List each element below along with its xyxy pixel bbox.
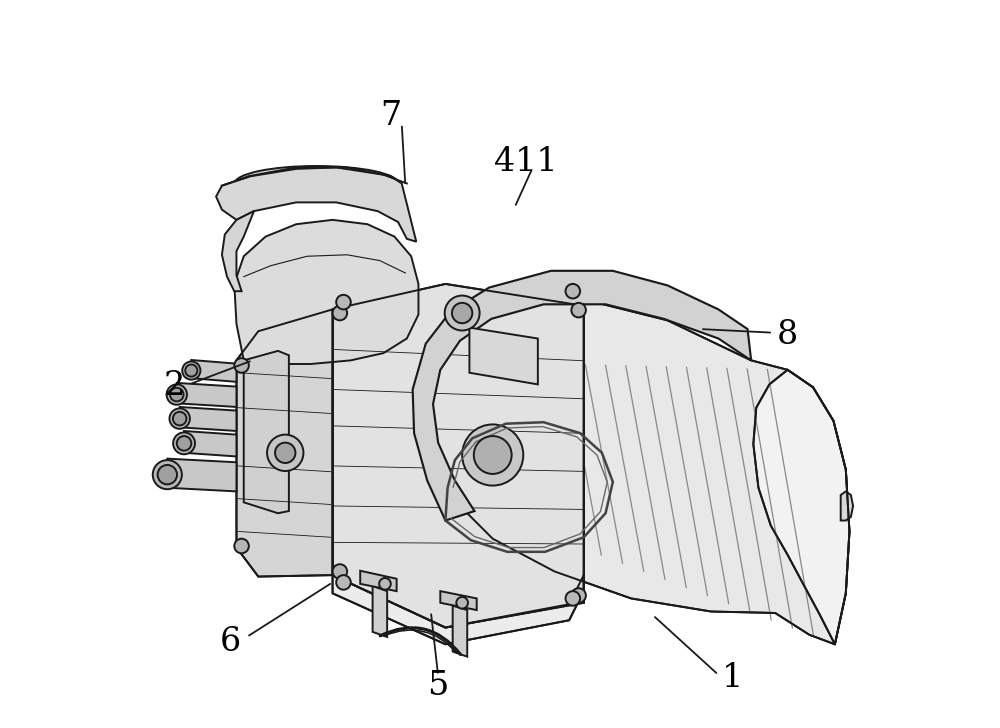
FancyArrowPatch shape xyxy=(384,630,457,653)
Polygon shape xyxy=(184,431,236,456)
Circle shape xyxy=(456,597,468,609)
Polygon shape xyxy=(333,575,584,644)
Circle shape xyxy=(333,306,347,320)
Circle shape xyxy=(169,408,190,429)
Ellipse shape xyxy=(235,166,398,201)
Circle shape xyxy=(333,564,347,579)
Polygon shape xyxy=(753,370,849,644)
Polygon shape xyxy=(236,309,333,577)
Circle shape xyxy=(336,295,351,309)
Polygon shape xyxy=(234,220,418,364)
Circle shape xyxy=(571,303,586,317)
Text: 2: 2 xyxy=(163,370,184,402)
Polygon shape xyxy=(453,606,467,657)
Circle shape xyxy=(153,460,182,489)
Circle shape xyxy=(267,435,303,471)
Polygon shape xyxy=(841,491,853,521)
Text: 7: 7 xyxy=(380,100,401,132)
Polygon shape xyxy=(244,351,289,513)
Polygon shape xyxy=(469,328,538,384)
Circle shape xyxy=(336,575,351,590)
Circle shape xyxy=(173,412,186,425)
Polygon shape xyxy=(373,586,387,637)
Text: 411: 411 xyxy=(494,146,557,178)
Polygon shape xyxy=(167,459,236,491)
Polygon shape xyxy=(222,211,254,291)
Text: 5: 5 xyxy=(427,670,449,702)
Polygon shape xyxy=(191,360,236,381)
Circle shape xyxy=(234,539,249,553)
Circle shape xyxy=(445,296,480,331)
Circle shape xyxy=(158,465,177,484)
Circle shape xyxy=(173,432,195,454)
Circle shape xyxy=(462,424,523,486)
Circle shape xyxy=(185,365,197,376)
Circle shape xyxy=(474,436,512,474)
Circle shape xyxy=(571,588,586,603)
Text: 1: 1 xyxy=(722,662,744,695)
Polygon shape xyxy=(440,591,477,610)
Circle shape xyxy=(566,591,580,606)
Polygon shape xyxy=(180,407,236,431)
Polygon shape xyxy=(216,167,416,242)
Polygon shape xyxy=(360,571,397,591)
Text: 8: 8 xyxy=(777,319,798,351)
Circle shape xyxy=(566,284,580,298)
Circle shape xyxy=(167,384,187,405)
Polygon shape xyxy=(333,284,584,628)
Text: 6: 6 xyxy=(220,626,241,658)
Circle shape xyxy=(182,361,200,380)
Circle shape xyxy=(234,358,249,373)
Polygon shape xyxy=(177,383,236,407)
Circle shape xyxy=(379,578,391,590)
Polygon shape xyxy=(416,298,849,644)
Circle shape xyxy=(275,443,295,463)
FancyArrowPatch shape xyxy=(380,628,460,654)
Circle shape xyxy=(170,388,184,401)
Polygon shape xyxy=(413,271,751,521)
Circle shape xyxy=(452,303,472,323)
Circle shape xyxy=(177,436,191,451)
